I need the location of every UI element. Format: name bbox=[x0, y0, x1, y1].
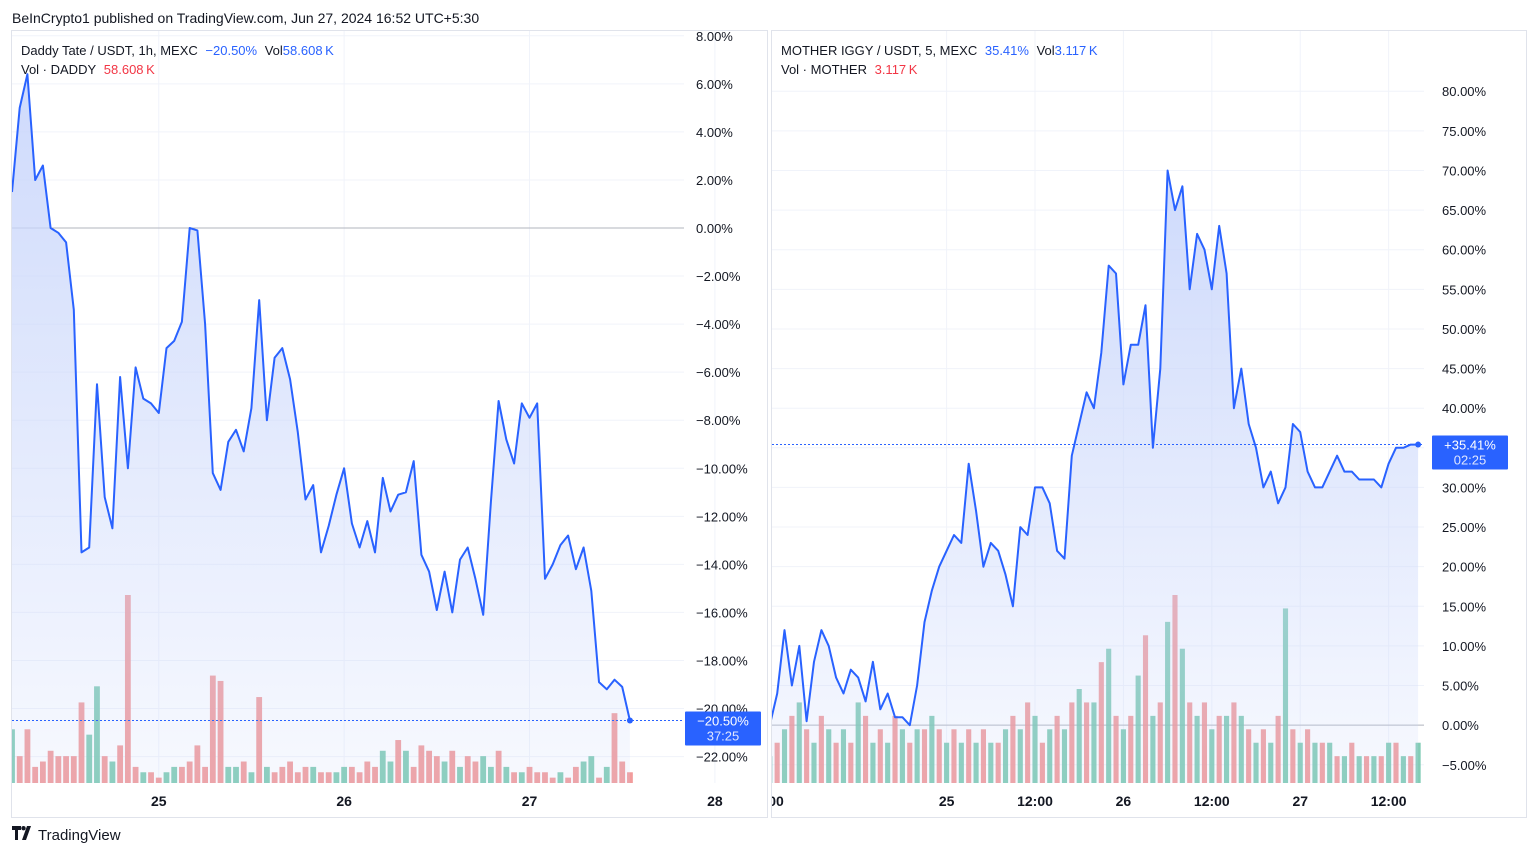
daddy-y-tick-label: −22.00% bbox=[696, 750, 748, 765]
chart-panel-daddy[interactable]: 8.00% 6.00% 4.00% 2.00% 0.00% −2.00% −4.00% −6.… bbox=[9, 29, 768, 818]
mother-badge-timer: 02:25 bbox=[1454, 453, 1487, 468]
mother-x-tick-label: 25 bbox=[939, 793, 955, 809]
daddy-y-tick-label: 2.00% bbox=[696, 173, 733, 188]
mother-x-tick-label: 0:00 bbox=[772, 793, 784, 809]
daddy-legend-row1: Daddy Tate / USDT, 1h, MEXC −20.50% Vol5… bbox=[21, 43, 338, 58]
chart-panel-mother[interactable]: 80.00% 75.00% 70.00% 65.00% 60.00% 55.00% 50.0… bbox=[756, 30, 1527, 818]
mother-x-tick-label: 26 bbox=[1116, 793, 1132, 809]
mother-price-badge bbox=[1432, 435, 1508, 470]
daddy-badge-value: −20.50% bbox=[697, 714, 749, 729]
daddy-volume-bar bbox=[627, 772, 633, 783]
daddy-y-tick-label: −10.00% bbox=[696, 461, 748, 476]
mother-y-tick-label: 15.00% bbox=[1442, 599, 1487, 614]
mother-chart-svg[interactable]: 80.00% 75.00% 70.00% 65.00% 60.00% 55.00% 50.0… bbox=[756, 31, 1526, 817]
mother-y-tick-label: 60.00% bbox=[1442, 243, 1487, 258]
mother-area bbox=[769, 170, 1419, 783]
mother-y-tick-label: 75.00% bbox=[1442, 124, 1487, 139]
daddy-y-tick-label: −4.00% bbox=[696, 317, 741, 332]
daddy-x-tick-label: 27 bbox=[522, 793, 538, 809]
daddy-vol-value: 58.608 K bbox=[282, 43, 334, 58]
mother-y-tick-label: −5.00% bbox=[1442, 758, 1487, 773]
mother-x-tick-label: 27 bbox=[1292, 793, 1308, 809]
daddy-series-line bbox=[11, 73, 631, 721]
daddy-vol-series-label[interactable]: Vol · DADDY bbox=[21, 62, 97, 77]
mother-last-point bbox=[1415, 441, 1422, 448]
daddy-y-tick-label: −8.00% bbox=[696, 413, 741, 428]
mother-vol-series-label[interactable]: Vol · MOTHER bbox=[781, 62, 867, 77]
mother-legend-row2: Vol · MOTHER 3.117 K bbox=[781, 62, 921, 77]
mother-y-tick-label: 10.00% bbox=[1442, 639, 1487, 654]
daddy-legend-row2: Vol · DADDY 58.608 K bbox=[21, 62, 159, 77]
daddy-y-tick-label: −12.00% bbox=[696, 509, 748, 524]
mother-y-tick-label: 65.00% bbox=[1442, 203, 1487, 218]
daddy-x-tick-label: 25 bbox=[151, 793, 167, 809]
mother-vol-value: 3.117 K bbox=[1054, 43, 1098, 58]
mother-y-tick-label: 80.00% bbox=[1442, 84, 1487, 99]
mother-y-tick-label: 55.00% bbox=[1442, 282, 1487, 297]
publish-info: BeInCrypto1 published on TradingView.com… bbox=[12, 10, 480, 26]
daddy-badge-timer: 37:25 bbox=[707, 729, 740, 744]
daddy-last-point bbox=[626, 717, 633, 724]
daddy-y-tick-label: 0.00% bbox=[696, 221, 733, 236]
daddy-vol-series-value: 58.608 K bbox=[103, 62, 155, 77]
daddy-y-tick-label: −18.00% bbox=[696, 653, 748, 668]
daddy-y-tick-label: 6.00% bbox=[696, 77, 733, 92]
daddy-y-tick-label: −2.00% bbox=[696, 269, 741, 284]
daddy-x-tick-label: 26 bbox=[336, 793, 352, 809]
mother-y-tick-label: 0.00% bbox=[1442, 718, 1479, 733]
mother-y-tick-label: 70.00% bbox=[1442, 163, 1487, 178]
daddy-vol-label: Vol bbox=[264, 43, 283, 58]
mother-x-tick-label: 12:00 bbox=[1194, 793, 1230, 809]
mother-y-tick-label: 20.00% bbox=[1442, 560, 1487, 575]
daddy-y-tick-label: −6.00% bbox=[696, 365, 741, 380]
mother-y-tick-label: 5.00% bbox=[1442, 679, 1479, 694]
daddy-y-tick-label: 4.00% bbox=[696, 125, 733, 140]
mother-vol-series-value: 3.117 K bbox=[874, 62, 918, 77]
mother-x-tick-label: 12:00 bbox=[1371, 793, 1407, 809]
tradingview-logo-icon bbox=[12, 826, 34, 844]
mother-y-tick-label: 25.00% bbox=[1442, 520, 1487, 535]
daddy-y-tick-label: 8.00% bbox=[696, 31, 733, 44]
daddy-price-badge bbox=[685, 711, 761, 746]
daddy-chart-svg[interactable]: 8.00% 6.00% 4.00% 2.00% 0.00% −2.00% −4.00% −6.… bbox=[9, 29, 767, 817]
mother-y-tick-label: 30.00% bbox=[1442, 480, 1487, 495]
mother-vol-label: Vol bbox=[1036, 43, 1055, 58]
daddy-y-tick-label: −16.00% bbox=[696, 605, 748, 620]
mother-y-tick-label: 40.00% bbox=[1442, 401, 1487, 416]
mother-x-tick-label: 12:00 bbox=[1017, 793, 1053, 809]
mother-badge-value: +35.41% bbox=[1444, 438, 1496, 453]
mother-change: 35.41% bbox=[984, 43, 1029, 58]
mother-symbol[interactable]: MOTHER IGGY / USDT, 5, MEXC bbox=[781, 43, 978, 58]
daddy-symbol[interactable]: Daddy Tate / USDT, 1h, MEXC bbox=[21, 43, 198, 58]
mother-legend-row1: MOTHER IGGY / USDT, 5, MEXC 35.41% Vol3.… bbox=[781, 43, 1102, 58]
tradingview-brand: TradingView bbox=[38, 826, 121, 844]
daddy-x-tick-label: 28 bbox=[707, 793, 723, 809]
daddy-change: −20.50% bbox=[205, 43, 258, 58]
mother-series-line bbox=[768, 169, 1419, 727]
daddy-y-tick-label: −14.00% bbox=[696, 557, 748, 572]
footer-brand[interactable]: TradingView bbox=[12, 826, 121, 844]
daddy-area bbox=[12, 74, 630, 783]
mother-y-tick-label: 50.00% bbox=[1442, 322, 1487, 337]
mother-volume-bar bbox=[1415, 742, 1421, 783]
mother-y-tick-label: 45.00% bbox=[1442, 362, 1487, 377]
